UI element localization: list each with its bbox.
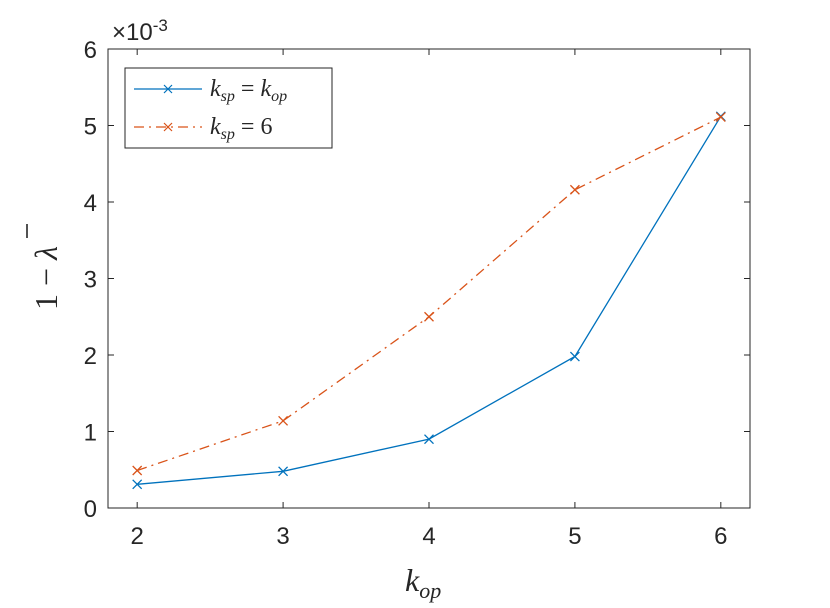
legend-marker-2 xyxy=(163,122,173,132)
y-exponent-label: ×10-3 xyxy=(112,16,168,46)
x-tick-label: 6 xyxy=(714,523,727,550)
svg-text:1 − λ: 1 − λ xyxy=(28,246,64,310)
y-tick-label: 4 xyxy=(84,190,97,217)
legend-item: ksp = 6 xyxy=(134,114,272,143)
data-point-marker xyxy=(278,466,289,477)
y-tick-label: 6 xyxy=(84,37,97,64)
y-axis-label-prefix: 1 − xyxy=(28,260,64,310)
axis-layer: 2 3 4 5 6 0 1 2 3 4 5 6 xyxy=(84,37,750,550)
y-exponent-base: ×10 xyxy=(112,19,153,46)
data-point-marker xyxy=(132,465,143,476)
y-tick-label: 1 xyxy=(84,420,97,447)
x-axis-label-sub: op xyxy=(419,578,441,603)
y-exponent-power: -3 xyxy=(153,16,168,35)
series-layer xyxy=(132,111,726,490)
data-point-marker xyxy=(569,184,580,195)
y-tick-label: 2 xyxy=(84,343,97,370)
legend-marker-1 xyxy=(163,84,173,94)
data-point-marker xyxy=(569,351,580,362)
x-axis-label: kop xyxy=(405,562,441,603)
legend: ksp = kop ksp = 6 xyxy=(124,67,333,149)
y-tick-label: 5 xyxy=(84,114,97,141)
legend-label-1: ksp = kop xyxy=(210,76,287,105)
y-axis-label-main: λ xyxy=(28,246,64,261)
y-tick-label: 0 xyxy=(84,496,97,523)
y-tick-label: 3 xyxy=(84,267,97,294)
x-tick-label: 4 xyxy=(422,523,435,550)
x-axis-label-main: k xyxy=(405,562,420,598)
data-point-marker xyxy=(715,112,726,123)
plot-box xyxy=(107,48,751,509)
data-point-marker xyxy=(424,311,434,322)
data-point-marker xyxy=(424,434,434,445)
data-point-marker xyxy=(278,415,289,426)
legend-item: ksp = kop xyxy=(134,76,287,105)
x-tick-label: 3 xyxy=(276,523,289,550)
legend-box xyxy=(124,67,333,149)
x-tick-label: 5 xyxy=(568,523,581,550)
x-tick-label: 2 xyxy=(131,523,144,550)
data-point-marker xyxy=(132,479,143,490)
legend-label-2: ksp = 6 xyxy=(210,114,272,143)
y-axis-label: 1 − λ xyxy=(26,224,64,310)
